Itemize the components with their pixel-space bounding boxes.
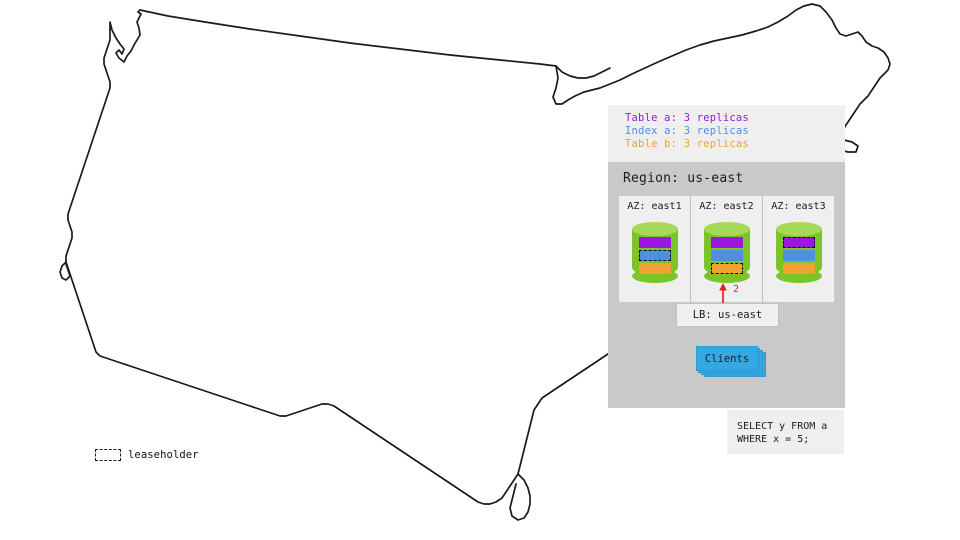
db-cap-east1: [631, 222, 678, 236]
az-column-east1: AZ: east1: [619, 196, 690, 302]
replica-band-east1-table-a: [638, 237, 671, 248]
us-border-detail-florida: [509, 473, 531, 521]
arrow-head: [719, 283, 727, 291]
clients-label: Clients: [704, 352, 750, 365]
replica-legend-row-table-b: Table b: 3 replicas: [625, 138, 749, 150]
replica-band-east1-index-a: [638, 250, 671, 261]
database-node-east2: [703, 222, 750, 283]
az-label-east2: AZ: east2: [699, 201, 754, 212]
us-border-detail-greatlakes: [555, 65, 611, 79]
load-balancer-box[interactable]: LB: us-east: [676, 303, 779, 327]
replica-band-east1-table-b: [638, 263, 671, 274]
replica-legend-panel: Table a: 3 replicas Index a: 3 replicas …: [608, 105, 845, 162]
replica-legend-row-index-a: Index a: 3 replicas: [625, 125, 749, 137]
replica-band-east3-table-b: [782, 263, 815, 274]
clients-sheet-1: Clients: [696, 346, 758, 371]
sql-query-box: SELECT y FROM a WHERE x = 5;: [727, 410, 844, 454]
clients-stack[interactable]: Clients: [696, 346, 766, 378]
az-column-east2: AZ: east2: [690, 196, 762, 302]
flow-arrow-step-2: 2: [716, 283, 740, 305]
sql-query-line-2: WHERE x = 5;: [737, 434, 810, 445]
replica-band-east2-index-a: [710, 250, 743, 261]
load-balancer-label: LB: us-east: [692, 309, 763, 321]
sql-query-line-1: SELECT y FROM a: [737, 421, 828, 432]
replica-band-east2-table-b: [710, 263, 743, 274]
region-title: Region: us-east: [623, 171, 744, 186]
availability-zone-strip: AZ: east1 AZ: east2 AZ: east3: [619, 196, 834, 302]
leaseholder-legend-label: leaseholder: [128, 449, 199, 461]
db-cap-east3: [775, 222, 822, 236]
replica-band-east3-table-a: [782, 237, 815, 248]
us-border-detail-west: [59, 261, 71, 281]
db-cap-east2: [703, 222, 750, 236]
flow-step-number: 2: [733, 284, 740, 295]
leaseholder-swatch-icon: [95, 449, 121, 461]
replica-legend-row-table-a: Table a: 3 replicas: [625, 112, 749, 124]
database-node-east3: [775, 222, 822, 283]
az-label-east3: AZ: east3: [771, 201, 826, 212]
us-border-path: [65, 3, 891, 505]
replica-band-east2-table-a: [710, 237, 743, 248]
leaseholder-legend: leaseholder: [95, 449, 199, 461]
database-node-east1: [631, 222, 678, 283]
az-label-east1: AZ: east1: [627, 201, 682, 212]
az-column-east3: AZ: east3: [762, 196, 834, 302]
replica-band-east3-index-a: [782, 250, 815, 261]
